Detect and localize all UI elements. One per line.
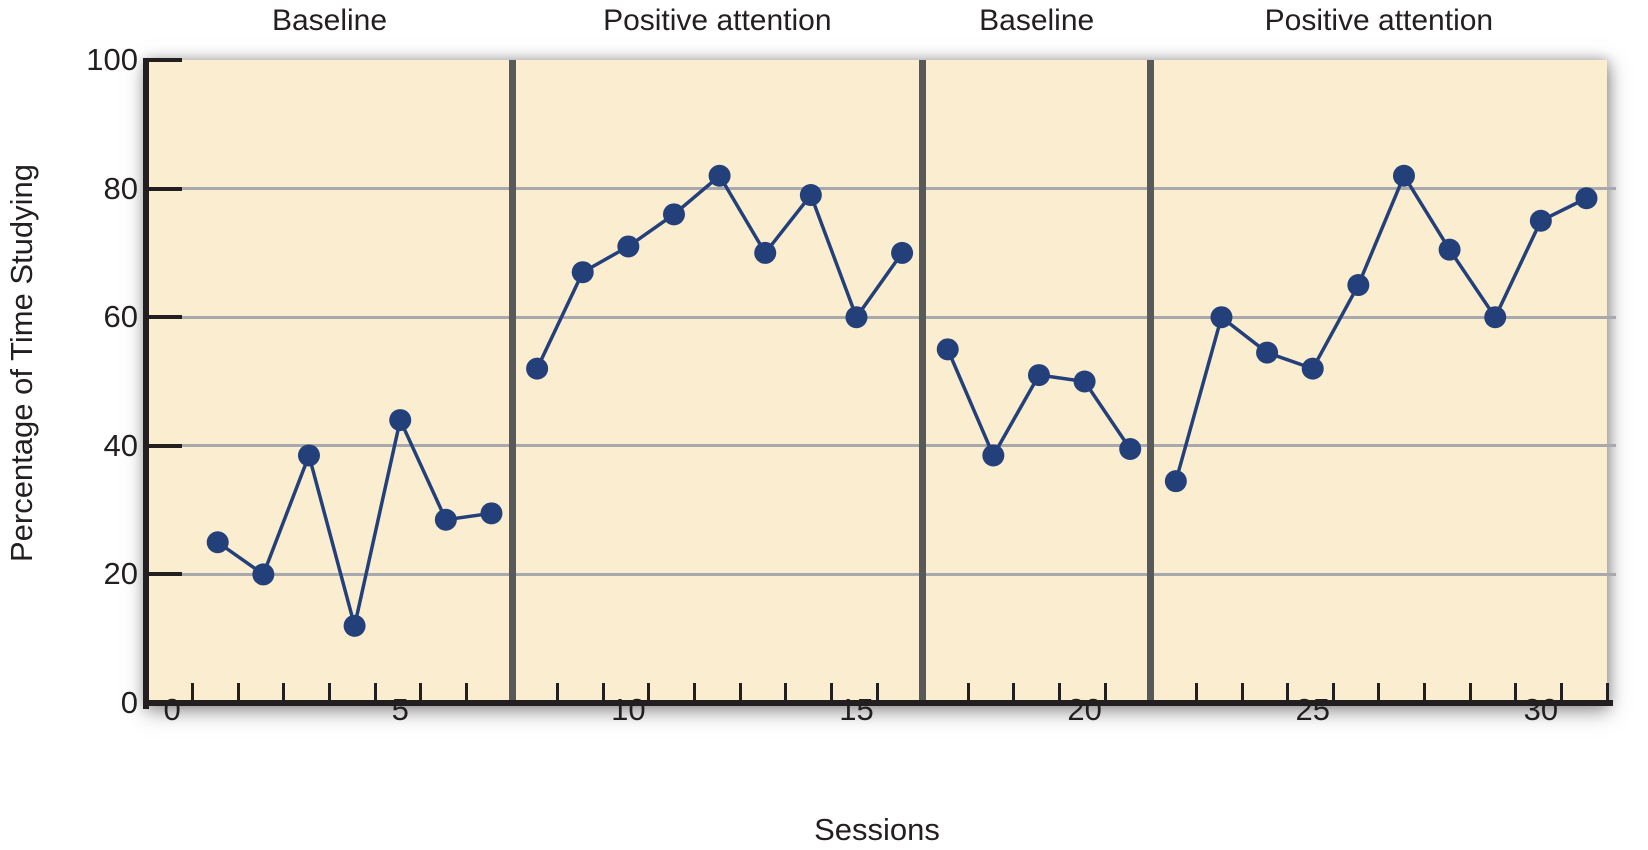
phase-label: Positive attention — [603, 4, 832, 37]
x-axis-line — [143, 700, 1613, 706]
x-tick-label: 0 — [163, 692, 181, 727]
x-tick-mark — [1194, 683, 1198, 701]
plot-area — [147, 60, 1607, 703]
y-tick-label: 80 — [103, 170, 138, 206]
x-tick-mark — [1012, 683, 1016, 701]
x-tick-label: 25 — [1295, 692, 1330, 727]
y-tick-label: 100 — [86, 42, 138, 77]
y-gridline — [147, 572, 1616, 576]
phase-label: Baseline — [979, 4, 1095, 37]
x-tick-mark — [464, 683, 468, 701]
x-tick-mark — [966, 683, 970, 701]
x-tick-mark — [282, 683, 286, 701]
y-gridline — [147, 444, 1616, 448]
x-tick-label: 20 — [1067, 692, 1102, 727]
x-tick-mark — [1559, 683, 1563, 701]
phase-divider — [919, 60, 927, 703]
x-tick-label: 15 — [839, 692, 874, 727]
phase-label: Baseline — [271, 4, 388, 37]
x-tick-mark — [1468, 683, 1472, 701]
y-tick-label: 20 — [103, 556, 138, 592]
x-tick-mark — [328, 683, 331, 701]
x-tick-mark — [647, 683, 651, 701]
y-gridline — [147, 187, 1616, 191]
y-axis-title: Percentage of Time Studying — [4, 163, 39, 563]
phase-label: Positive attention — [1264, 4, 1494, 37]
y-tick-label: 40 — [103, 427, 138, 463]
x-tick-mark — [556, 683, 560, 701]
y-gridline — [147, 315, 1616, 319]
y-tick-label: 0 — [120, 685, 138, 720]
x-tick-mark — [1331, 683, 1335, 701]
x-tick-mark — [1286, 683, 1290, 701]
x-tick-mark — [1423, 683, 1426, 701]
x-tick-mark — [373, 683, 377, 701]
x-tick-label: 30 — [1523, 692, 1559, 727]
x-tick-mark — [1514, 683, 1518, 701]
x-tick-mark — [419, 683, 423, 701]
x-tick-mark — [191, 683, 195, 701]
y-tick-mark — [149, 58, 182, 62]
y-axis-line — [143, 58, 149, 709]
x-tick-mark — [601, 683, 605, 701]
x-tick-label: 5 — [391, 692, 409, 727]
x-tick-mark — [829, 683, 833, 701]
x-tick-mark — [738, 683, 742, 701]
x-tick-mark — [693, 683, 696, 701]
y-tick-label: 60 — [103, 299, 138, 335]
phase-divider — [508, 60, 516, 703]
y-tick-mark — [149, 186, 182, 191]
y-tick-mark — [149, 443, 182, 448]
x-tick-mark — [236, 683, 240, 701]
x-tick-mark — [1103, 683, 1107, 701]
x-tick-mark — [1377, 683, 1381, 701]
x-tick-mark — [875, 683, 879, 701]
x-tick-mark — [784, 683, 788, 701]
y-tick-mark — [149, 315, 182, 320]
x-tick-mark — [1058, 683, 1061, 701]
x-axis-title: Sessions — [814, 812, 940, 847]
y-tick-mark — [149, 572, 182, 577]
phase-divider — [1147, 60, 1155, 703]
x-tick-mark — [1240, 683, 1244, 701]
x-tick-label: 10 — [611, 692, 646, 727]
x-tick-mark — [1605, 683, 1609, 701]
